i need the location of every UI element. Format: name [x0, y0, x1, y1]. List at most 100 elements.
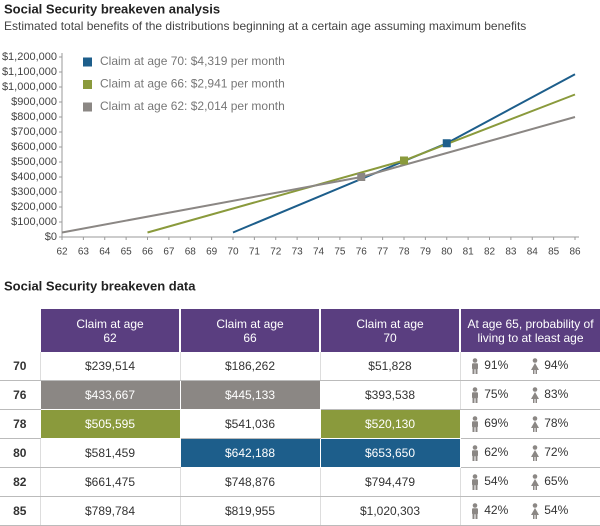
male-icon	[472, 445, 479, 461]
probability: 75%	[470, 387, 530, 403]
probability-cell: 91% 94%	[459, 352, 600, 381]
female-icon	[531, 358, 540, 374]
series-line	[61, 116, 576, 234]
amount-cell: $520,130	[319, 409, 461, 439]
y-tick-label: $1,100,000	[2, 66, 57, 78]
probability-text: 62%	[484, 445, 509, 460]
male-icon	[472, 358, 479, 374]
amount-cell: $186,262	[179, 352, 320, 381]
x-tick-label: 81	[463, 247, 475, 258]
probability-cell: 42% 54%	[459, 496, 600, 526]
probability-text: 72%	[544, 445, 569, 460]
header-cell: Claim at age 66	[179, 309, 320, 352]
probability: 83%	[530, 387, 590, 403]
amount-cell: $794,479	[319, 467, 460, 497]
age-cell: 76	[0, 380, 40, 410]
probability: 54%	[470, 474, 530, 490]
x-tick-label: 65	[121, 247, 133, 258]
amount-cell: $819,955	[179, 496, 320, 526]
y-tick-label: $200,000	[11, 201, 57, 213]
y-tick-label: $600,000	[11, 141, 57, 153]
legend-swatch	[83, 102, 92, 112]
table-title: Social Security breakeven data	[4, 278, 196, 293]
x-tick-label: 80	[441, 247, 453, 258]
y-tick-label: $300,000	[11, 186, 57, 198]
header-cell	[0, 309, 40, 352]
x-tick-label: 77	[377, 247, 389, 258]
x-tick-label: 84	[527, 247, 539, 258]
x-tick-label: 62	[56, 247, 68, 258]
y-tick-label: $700,000	[11, 126, 57, 138]
probability-text: 83%	[544, 387, 569, 402]
legend-label: Claim at age 62: $2,014 per month	[100, 99, 285, 113]
x-tick-label: 73	[292, 247, 304, 258]
female-icon	[531, 416, 540, 432]
probability: 78%	[530, 416, 590, 432]
x-tick-label: 72	[270, 247, 282, 258]
amount-cell: $661,475	[39, 467, 180, 497]
probability: 69%	[470, 416, 530, 432]
amount-cell: $51,828	[319, 352, 460, 381]
y-tick-label: $1,200,000	[2, 51, 57, 63]
y-tick-label: $500,000	[11, 156, 57, 168]
probability-cell: 69% 78%	[459, 409, 600, 439]
male-icon	[472, 503, 479, 519]
probability-text: 75%	[484, 387, 509, 402]
y-tick-label: $0	[45, 231, 57, 243]
header-text: Claim at age 62	[76, 316, 144, 345]
probability: 62%	[470, 445, 530, 461]
x-tick-label: 83	[505, 247, 517, 258]
male-icon	[472, 387, 479, 403]
x-tick-label: 70	[227, 247, 239, 258]
header-text: Claim at age 70	[356, 316, 424, 345]
amount-cell: $433,667	[39, 380, 181, 410]
point-marker	[357, 173, 366, 181]
probability-text: 65%	[544, 474, 569, 489]
legend-label: Claim at age 70: $4,319 per month	[100, 54, 285, 68]
legend-label: Claim at age 66: $2,941 per month	[100, 77, 285, 91]
amount-cell: $1,020,303	[319, 496, 460, 526]
probability-text: 78%	[544, 416, 569, 431]
age-cell: 85	[0, 496, 40, 526]
x-tick-label: 63	[78, 247, 90, 258]
point-marker	[442, 139, 451, 148]
header-cell: Claim at age 70	[319, 309, 460, 352]
x-tick-label: 75	[334, 247, 346, 258]
x-tick-label: 64	[99, 247, 111, 258]
probability-text: 54%	[484, 474, 509, 489]
amount-cell: $445,133	[179, 380, 321, 410]
age-cell: 82	[0, 467, 40, 497]
probability-text: 94%	[544, 358, 569, 373]
amount-cell: $581,459	[39, 438, 180, 468]
probability: 94%	[530, 358, 590, 374]
probability: 91%	[470, 358, 530, 374]
age-cell: 80	[0, 438, 40, 468]
amount-cell: $748,876	[179, 467, 320, 497]
legend-swatch	[83, 57, 92, 67]
header-text: At age 65, probability of living to at l…	[467, 316, 594, 345]
table-row: 76 $433,667 $445,133 $393,538 75% 83%	[0, 380, 600, 410]
probability: 54%	[530, 503, 590, 519]
x-tick-label: 67	[163, 247, 175, 258]
probability: 72%	[530, 445, 590, 461]
y-tick-label: $100,000	[11, 216, 57, 228]
x-tick-label: 86	[569, 247, 581, 258]
probability-cell: 54% 65%	[459, 467, 600, 497]
chart: Social Security breakeven analysis Estim…	[2, 1, 581, 293]
y-tick-label: $900,000	[11, 96, 57, 108]
header-cell: Claim at age 62	[39, 309, 180, 352]
x-tick-label: 74	[313, 247, 325, 258]
amount-cell: $505,595	[39, 409, 181, 439]
x-tick-label: 78	[398, 247, 410, 258]
amount-cell: $393,538	[319, 380, 460, 410]
y-tick-label: $400,000	[11, 171, 57, 183]
header-text: Claim at age 66	[216, 316, 284, 345]
x-tick-label: 71	[249, 247, 261, 258]
amount-cell: $642,188	[179, 438, 321, 468]
age-cell: 70	[0, 352, 40, 381]
y-tick-label: $800,000	[11, 111, 57, 123]
male-icon	[472, 416, 479, 432]
series-line	[232, 73, 576, 234]
point-marker	[400, 156, 408, 165]
